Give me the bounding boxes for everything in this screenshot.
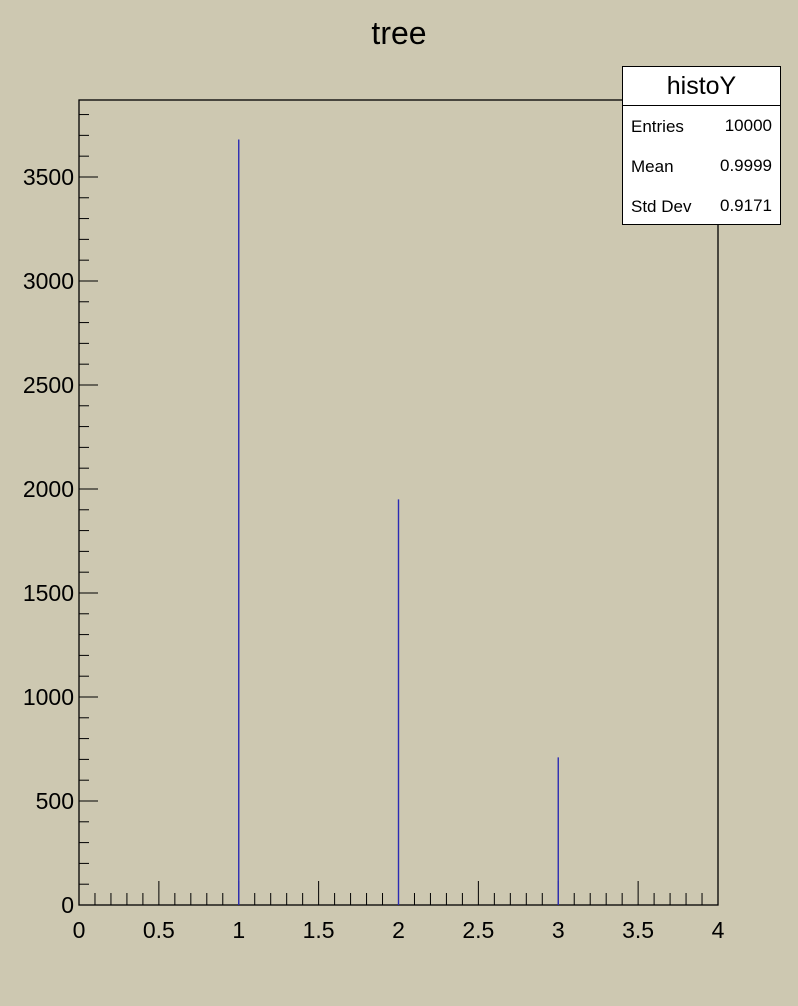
y-tick-label: 500 xyxy=(36,788,74,814)
stats-value-entries: 10000 xyxy=(724,116,772,135)
stats-label-mean: Mean xyxy=(631,157,674,176)
stats-row-entries: Entries 10000 xyxy=(623,106,780,146)
x-tick-label: 1 xyxy=(232,917,245,943)
x-tick-label: 4 xyxy=(712,917,725,943)
y-tick-label: 3500 xyxy=(23,164,74,190)
stats-label-entries: Entries xyxy=(631,117,684,136)
histogram-bars xyxy=(238,139,559,905)
x-tick-label: 0 xyxy=(73,917,86,943)
stats-title: histoY xyxy=(623,67,780,106)
stats-value-mean: 0.9999 xyxy=(720,156,772,175)
stats-row-mean: Mean 0.9999 xyxy=(623,146,780,186)
chart-title: tree xyxy=(371,15,426,51)
y-axis: 0 500 1000 1500 2000 2500 3000 3500 xyxy=(23,114,98,918)
y-tick-label: 2500 xyxy=(23,372,74,398)
y-tick-label: 1000 xyxy=(23,684,74,710)
stats-row-std-dev: Std Dev 0.9171 xyxy=(623,186,780,226)
y-tick-label: 3000 xyxy=(23,268,74,294)
x-tick-label: 2.5 xyxy=(462,917,494,943)
x-tick-label: 3.5 xyxy=(622,917,654,943)
stats-box: histoY Entries 10000 Mean 0.9999 Std Dev… xyxy=(622,66,781,225)
stats-label-std-dev: Std Dev xyxy=(631,197,692,216)
x-axis: 0 0.5 1 1.5 2 2.5 3 3.5 4 xyxy=(73,881,725,943)
x-tick-label: 1.5 xyxy=(303,917,335,943)
x-tick-label: 3 xyxy=(552,917,565,943)
y-tick-label: 0 xyxy=(61,892,74,918)
x-tick-label: 0.5 xyxy=(143,917,175,943)
stats-value-std-dev: 0.9171 xyxy=(720,196,772,215)
x-tick-label: 2 xyxy=(392,917,405,943)
y-tick-label: 2000 xyxy=(23,476,74,502)
y-tick-label: 1500 xyxy=(23,580,74,606)
